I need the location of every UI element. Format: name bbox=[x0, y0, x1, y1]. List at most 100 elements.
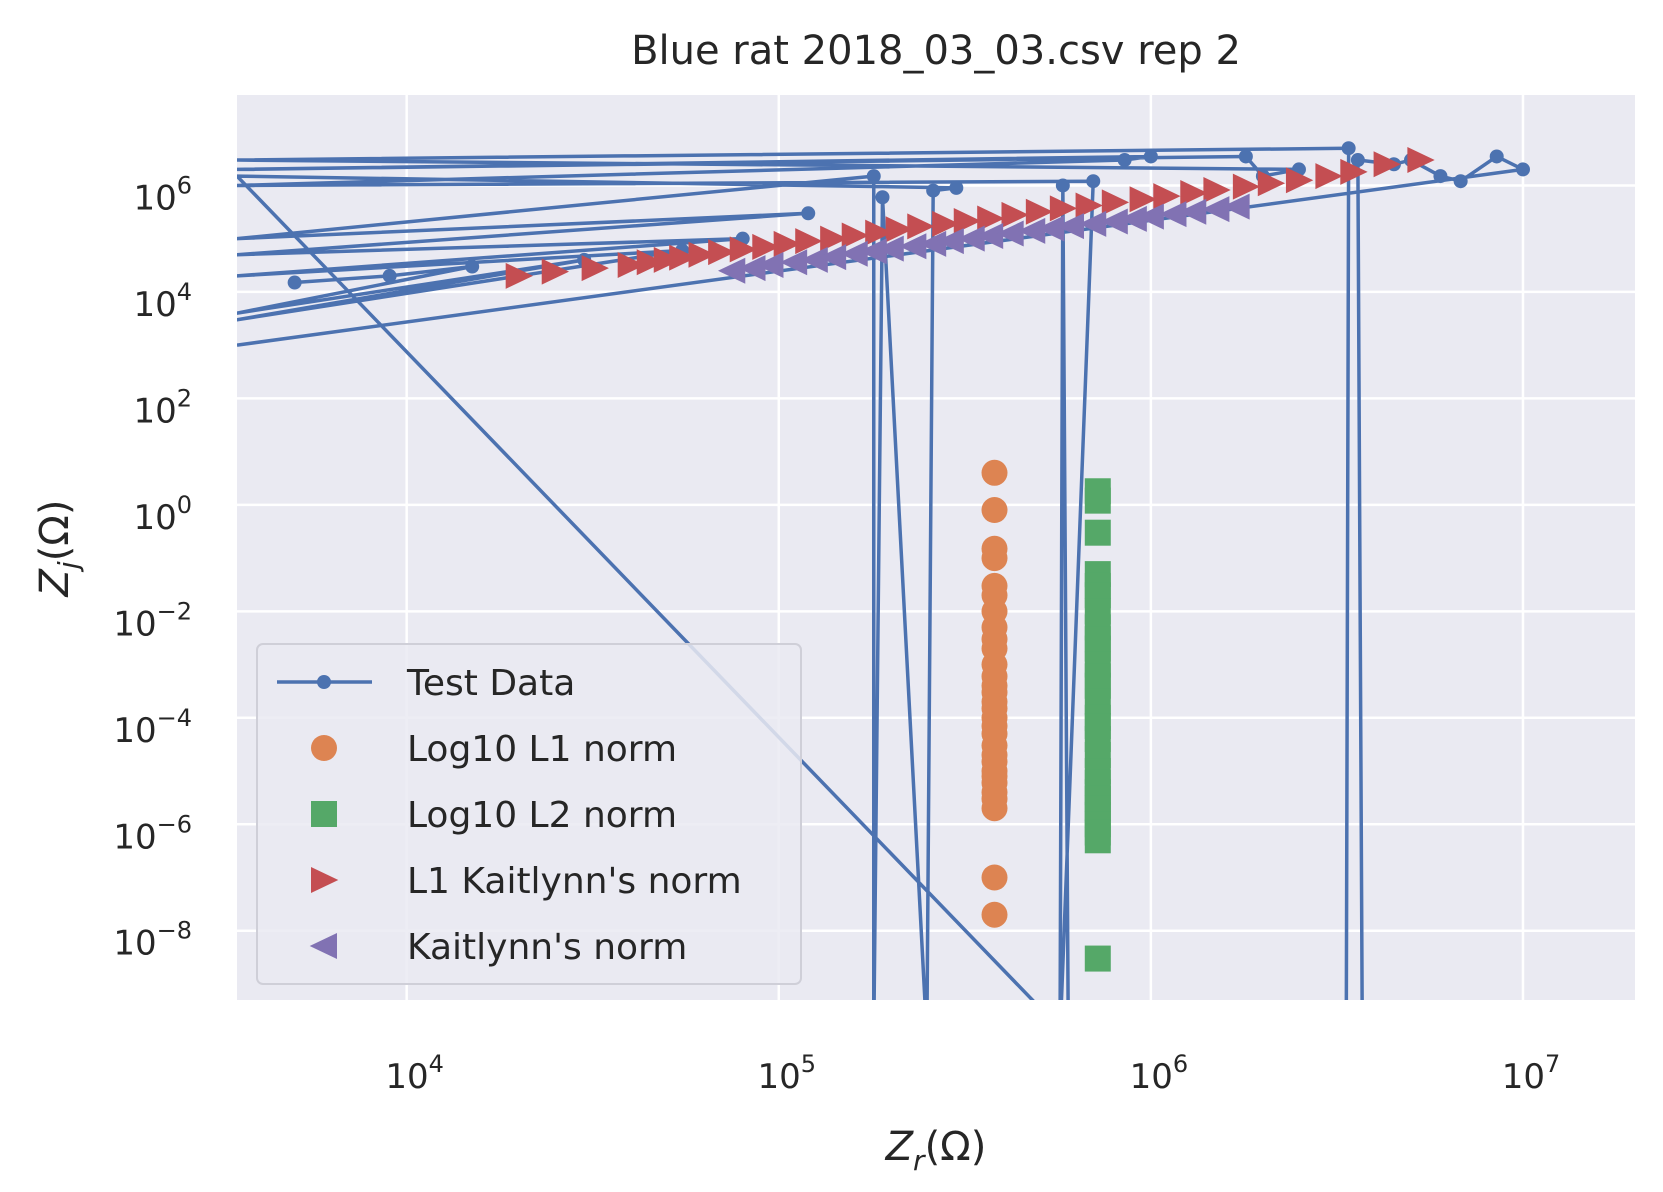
series-1-point-27 bbox=[981, 795, 1008, 822]
series-0-point-25 bbox=[1143, 149, 1158, 164]
legend-item-1: Log10 L1 norm bbox=[311, 729, 677, 770]
x-tick-label-0: 104 bbox=[385, 1050, 444, 1097]
series-2-point-1 bbox=[1084, 487, 1111, 514]
y-tick-label-1: 104 bbox=[133, 278, 192, 325]
grid-lines bbox=[237, 95, 1635, 1000]
series-3-point-11 bbox=[773, 230, 801, 257]
series-4-point-5 bbox=[818, 244, 847, 271]
y-tick-labels: 106 104 102 100 10−2 10−4 10−6 10−8 bbox=[113, 171, 192, 963]
series-4-point-13 bbox=[975, 223, 1004, 250]
series-0-point-37 bbox=[1433, 169, 1448, 184]
legend: Test Data Log10 L1 norm Log10 L2 norm L1 Ka… bbox=[256, 643, 802, 985]
series-1 bbox=[981, 459, 1008, 928]
series-1-point-3 bbox=[981, 545, 1008, 572]
series-0-point-31 bbox=[1341, 141, 1356, 156]
series-3-point-8 bbox=[708, 239, 736, 266]
series-layer bbox=[237, 141, 1530, 1000]
x-tick-labels: 104 105 106 107 bbox=[385, 1050, 1560, 1097]
series-3-point-1 bbox=[541, 258, 570, 285]
series-3-point-31 bbox=[1257, 170, 1286, 197]
legend-marker-0 bbox=[317, 675, 331, 689]
y-tick-label-3: 100 bbox=[133, 491, 192, 538]
legend-label-1: Log10 L1 norm bbox=[407, 729, 677, 770]
legend-item-0: Test Data bbox=[277, 663, 575, 704]
series-1-point-1 bbox=[981, 497, 1008, 524]
series-3-point-5 bbox=[653, 246, 682, 273]
chart-title: Blue rat 2018_03_03.csv rep 2 bbox=[631, 28, 1241, 74]
series-3-point-18 bbox=[932, 210, 960, 237]
series-0-point-27 bbox=[1238, 149, 1253, 164]
series-4-point-4 bbox=[800, 246, 828, 273]
series-3-point-24 bbox=[1075, 192, 1103, 219]
series-4-point-23 bbox=[1178, 198, 1207, 225]
y-tick-label-4: 10−2 bbox=[113, 597, 192, 644]
series-4-point-10 bbox=[918, 230, 947, 257]
series-3-point-20 bbox=[977, 205, 1005, 232]
series-4-point-8 bbox=[876, 235, 904, 262]
y-tick-label-6: 10−6 bbox=[113, 810, 192, 857]
series-3-point-36 bbox=[1407, 147, 1435, 174]
series-3-point-26 bbox=[1129, 186, 1157, 213]
y-axis-label: Zj(Ω) bbox=[32, 500, 85, 598]
series-0-point-16 bbox=[926, 183, 941, 198]
series-4-point-9 bbox=[899, 233, 927, 260]
series-1-point-29 bbox=[981, 901, 1008, 928]
series-3-point-4 bbox=[636, 249, 665, 276]
legend-item-3: L1 Kaitlynn's norm bbox=[311, 861, 742, 902]
series-3-point-30 bbox=[1232, 173, 1261, 200]
series-0-point-10 bbox=[801, 206, 816, 221]
y-tick-label-0: 106 bbox=[133, 171, 192, 218]
series-4-point-18 bbox=[1078, 210, 1107, 237]
series-3-point-23 bbox=[1049, 195, 1078, 222]
legend-marker-2 bbox=[311, 801, 337, 827]
x-tick-label-1: 105 bbox=[757, 1050, 816, 1097]
series-4-point-19 bbox=[1100, 208, 1128, 235]
series-4-point-1 bbox=[738, 255, 766, 282]
legend-label-3: L1 Kaitlynn's norm bbox=[407, 861, 742, 902]
series-3-point-14 bbox=[841, 222, 870, 249]
legend-label-2: Log10 L2 norm bbox=[407, 795, 677, 836]
series-3-point-19 bbox=[953, 207, 982, 234]
series-0-point-39 bbox=[1489, 149, 1504, 164]
series-3-point-2 bbox=[581, 255, 609, 282]
series-0-point-22 bbox=[1086, 174, 1101, 189]
series-3-point-32 bbox=[1285, 167, 1314, 194]
series-4-point-3 bbox=[779, 249, 808, 276]
series-3-point-3 bbox=[617, 252, 645, 279]
series-3-point-0 bbox=[505, 262, 533, 289]
legend-box bbox=[256, 643, 802, 985]
series-4-point-17 bbox=[1056, 213, 1084, 240]
x-tick-label-3: 107 bbox=[1502, 1050, 1561, 1097]
series-3-point-16 bbox=[885, 216, 913, 243]
series-3-point-15 bbox=[865, 219, 893, 246]
series-4-point-21 bbox=[1136, 203, 1164, 230]
series-4-point-2 bbox=[756, 252, 784, 279]
series-2-point-26 bbox=[1084, 827, 1111, 854]
series-0-point-40 bbox=[1515, 162, 1530, 177]
series-0-point-0 bbox=[287, 275, 302, 290]
series-2-point-27 bbox=[1084, 945, 1111, 972]
series-0-point-34 bbox=[1350, 153, 1365, 168]
x-tick-label-2: 106 bbox=[1130, 1050, 1189, 1097]
legend-marker-4 bbox=[309, 933, 337, 959]
series-4-point-0 bbox=[717, 257, 746, 284]
series-3-point-9 bbox=[729, 236, 758, 263]
x-axis-label: Zr(Ω) bbox=[885, 1124, 987, 1177]
series-4-point-14 bbox=[996, 220, 1024, 247]
series-4-point-20 bbox=[1119, 205, 1147, 232]
series-3-point-12 bbox=[795, 228, 823, 255]
series-3-point-17 bbox=[907, 213, 935, 240]
series-4-point-22 bbox=[1159, 201, 1187, 228]
series-0-point-20 bbox=[1055, 178, 1070, 193]
y-tick-label-7: 10−8 bbox=[113, 917, 192, 964]
series-4-point-11 bbox=[936, 228, 964, 255]
series-3-point-22 bbox=[1025, 198, 1054, 225]
series-4-point-6 bbox=[840, 240, 868, 267]
series-4-point-12 bbox=[957, 225, 985, 252]
series-3-point-10 bbox=[752, 233, 780, 260]
series-3-point-25 bbox=[1101, 189, 1130, 216]
legend-marker-1 bbox=[311, 735, 337, 761]
series-2-point-2 bbox=[1084, 519, 1111, 546]
series-3-point-27 bbox=[1153, 183, 1181, 210]
series-0-point-38 bbox=[1453, 174, 1468, 189]
